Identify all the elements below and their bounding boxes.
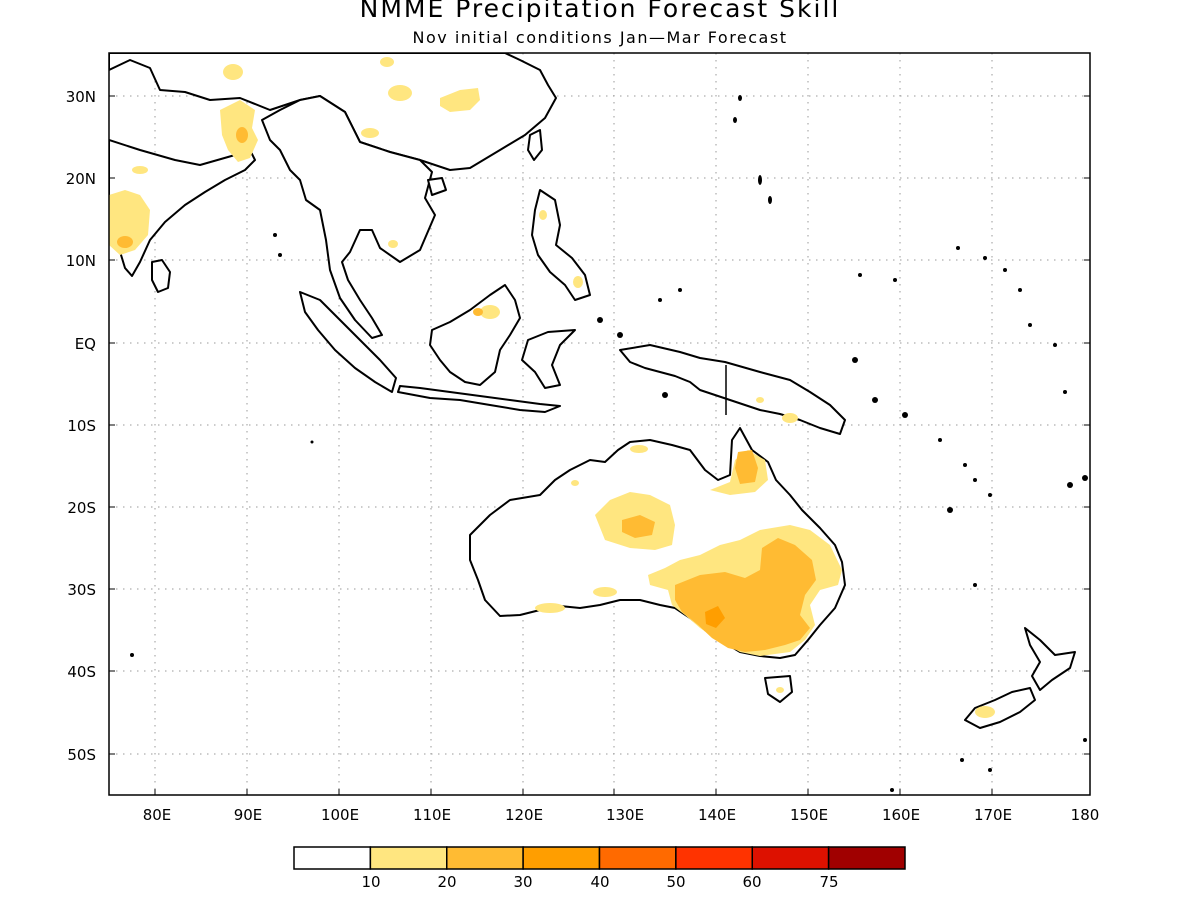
- map-title: NMME Precipitation Forecast Skill: [359, 0, 841, 23]
- colorbar-swatch: [598, 846, 677, 870]
- colorbar-label: 60: [742, 873, 761, 891]
- colorbar-label: 50: [666, 873, 685, 891]
- lat-label: 40S: [67, 663, 96, 681]
- colorbar-swatch: [522, 846, 601, 870]
- lon-label: 120E: [505, 806, 543, 824]
- new-zealand-south: [964, 687, 1036, 729]
- map-subtitle: Nov initial conditions Jan—Mar Forecast: [412, 28, 788, 47]
- sumatra-coastline: [299, 291, 397, 393]
- lat-label: 20N: [66, 170, 96, 188]
- skill-shading: [109, 57, 995, 718]
- lon-ticks: [154, 789, 993, 795]
- taiwan: [527, 129, 543, 161]
- indochina-coastline: [261, 95, 436, 339]
- sri-lanka: [151, 259, 171, 293]
- colorbar-label: 20: [437, 873, 456, 891]
- philippines-coastline: [531, 189, 591, 301]
- colorbar-swatch: [751, 846, 830, 870]
- colorbar-swatch: [369, 846, 448, 870]
- colorbar-label: 75: [819, 873, 838, 891]
- colorbar-label: 40: [590, 873, 609, 891]
- lon-label: 160E: [882, 806, 920, 824]
- lat-label: 10S: [67, 417, 96, 435]
- java-coastline: [397, 385, 561, 413]
- new-guinea-coastline: [619, 344, 846, 435]
- lon-label: 110E: [413, 806, 451, 824]
- colorbar-swatch: [827, 846, 906, 870]
- lon-label: 150E: [790, 806, 828, 824]
- lat-labels: 30N 20N 10N EQ 10S 20S 30S 40S 50S: [66, 88, 96, 764]
- lat-label: EQ: [75, 335, 96, 353]
- colorbar-swatch: [675, 846, 753, 870]
- colorbar-label: 30: [513, 873, 532, 891]
- lon-label: 140E: [698, 806, 736, 824]
- gridlines: [109, 53, 1090, 795]
- map-frame: [108, 52, 1091, 796]
- hainan: [427, 177, 447, 196]
- lon-label: 80E: [143, 806, 172, 824]
- lon-label: 180: [1071, 806, 1100, 824]
- lon-label: 100E: [321, 806, 359, 824]
- colorbar-labels: 10 20 30 40 50 60 75: [361, 873, 838, 891]
- lon-label: 90E: [234, 806, 263, 824]
- lon-labels: 80E 90E 100E 110E 120E 130E 140E 150E 16…: [143, 806, 1100, 824]
- lat-label: 10N: [66, 252, 96, 270]
- lat-label: 50S: [67, 746, 96, 764]
- colorbar-swatch: [293, 846, 372, 870]
- lat-ticks: [109, 95, 1090, 755]
- lat-label: 30N: [66, 88, 96, 106]
- pacific-islands: [130, 95, 1088, 792]
- borneo-coastline: [429, 284, 521, 386]
- lon-label: 170E: [974, 806, 1012, 824]
- new-zealand-north: [1024, 627, 1076, 691]
- lat-label: 30S: [67, 581, 96, 599]
- lon-label: 130E: [606, 806, 644, 824]
- lat-label: 20S: [67, 499, 96, 517]
- colorbar-label: 10: [361, 873, 380, 891]
- colorbar: [293, 846, 906, 870]
- colorbar-swatch: [446, 846, 524, 870]
- sulawesi-coastline: [521, 329, 576, 389]
